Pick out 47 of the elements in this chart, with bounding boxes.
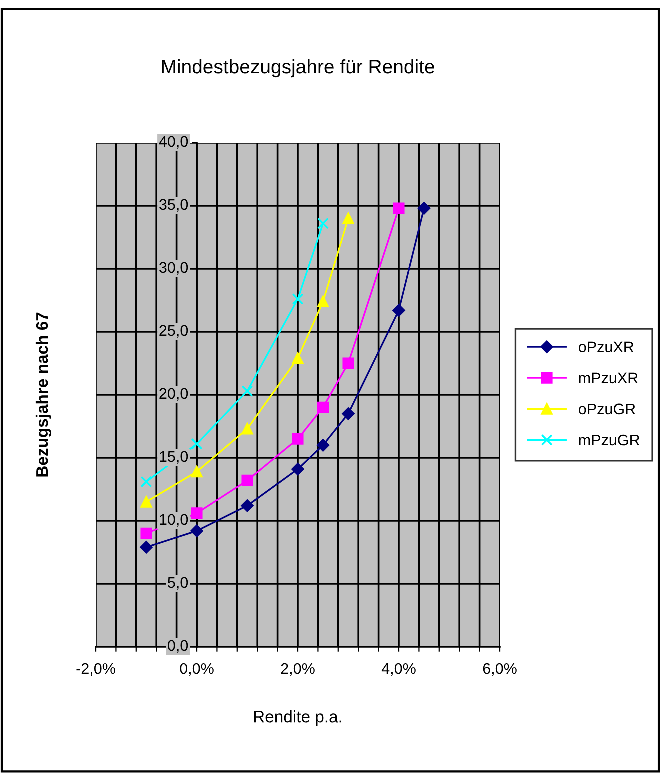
point — [292, 433, 304, 445]
x-tick-label: 2,0% — [281, 663, 315, 676]
y-tick-label: 40,0 — [159, 136, 188, 149]
point — [191, 508, 203, 520]
point — [242, 474, 254, 486]
y-tick-label: 20,0 — [160, 388, 188, 401]
point — [242, 423, 254, 435]
point — [342, 212, 354, 224]
legend-label: mPzuGR — [579, 434, 640, 446]
x-tick-label: 4,0% — [382, 663, 416, 676]
y-tick-label: 30,0 — [160, 262, 188, 275]
y-axis-title: Bezugsjahre nach 67 — [36, 312, 52, 477]
point — [241, 500, 254, 512]
point — [317, 218, 330, 230]
point — [191, 466, 203, 478]
x-tick-label: 0,0% — [180, 663, 214, 676]
point — [140, 541, 153, 554]
y-tick-label: 0,0 — [168, 640, 188, 653]
y-tick-label: 5,0 — [168, 577, 188, 590]
point — [393, 202, 405, 214]
legend-label: oPzuGR — [579, 404, 636, 415]
point — [242, 385, 254, 397]
point — [316, 439, 330, 452]
point — [191, 438, 203, 450]
point — [292, 352, 304, 364]
legend-label: oPzuXR — [579, 342, 634, 353]
point — [342, 408, 355, 420]
point — [342, 358, 354, 370]
point — [418, 202, 431, 215]
y-tick-label: 35,0 — [160, 199, 188, 212]
point — [140, 528, 152, 540]
y-tick-label: 10,0 — [160, 514, 188, 527]
point — [317, 402, 330, 414]
point — [392, 304, 406, 317]
x-axis-title: Rendite p.a. — [254, 710, 342, 726]
y-tick-label: 25,0 — [160, 325, 188, 338]
x-tick-label: -2,0% — [76, 663, 116, 676]
point — [292, 463, 304, 476]
legend-label: mPzuXR — [579, 372, 638, 384]
point — [190, 524, 204, 538]
point — [140, 496, 152, 508]
chart-title: Mindestbezugsjahre für Rendite — [162, 59, 434, 78]
point — [140, 476, 152, 488]
y-tick-label: 15,0 — [160, 451, 188, 464]
point — [317, 296, 330, 308]
point — [292, 293, 304, 306]
x-tick-label: 6,0% — [483, 663, 517, 676]
